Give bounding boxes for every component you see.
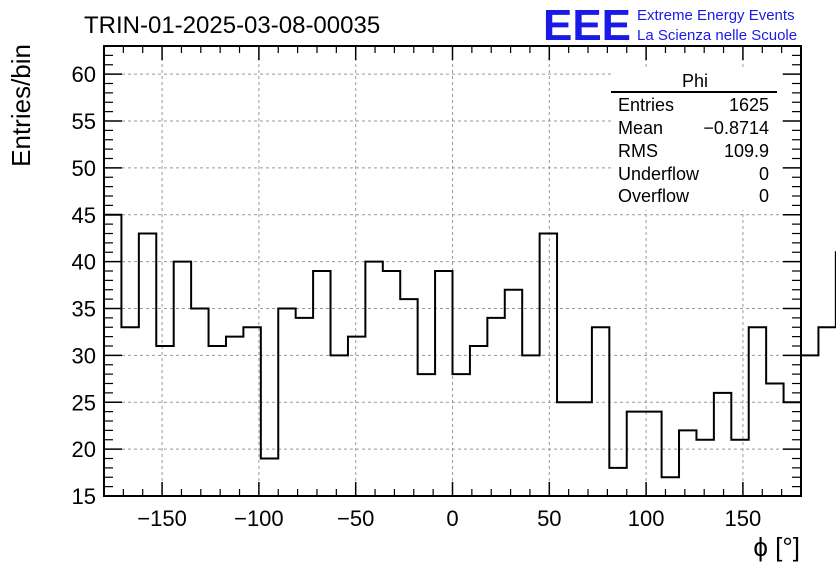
- x-tick-label: −150: [137, 506, 187, 531]
- y-tick-label: 35: [72, 297, 96, 322]
- x-tick-label: −100: [234, 506, 284, 531]
- stats-box: Phi Entries 1625 Mean −0.8714 RMS 109.9 …: [611, 70, 779, 210]
- x-tick-label: 150: [725, 506, 762, 531]
- stats-row-value: 1625: [729, 95, 769, 115]
- x-tick-labels: −150 −100 −50 0 50 100 150: [137, 506, 761, 531]
- x-tick-label: −50: [337, 506, 374, 531]
- stats-row-value: 0: [759, 164, 769, 184]
- stats-box-background: [611, 70, 779, 210]
- y-tick-label: 40: [72, 250, 96, 275]
- y-tick-label: 20: [72, 437, 96, 462]
- histogram-outline: [104, 213, 836, 479]
- y-tick-label: 25: [72, 390, 96, 415]
- y-axis-title: Entries/bin: [6, 44, 36, 167]
- stats-row-value: 109.9: [724, 141, 769, 161]
- logo-line-2: La Scienza nelle Scuole: [637, 27, 797, 44]
- stats-row-label: Mean: [618, 118, 663, 138]
- y-tick-label: 15: [72, 484, 96, 509]
- y-tick-label: 45: [72, 203, 96, 228]
- y-tick-label: 30: [72, 343, 96, 368]
- axis-ticks: [103, 45, 802, 497]
- y-tick-labels: 15 20 25 30 35 40 45 50 55 60: [72, 62, 96, 509]
- stats-row-value: −0.8714: [703, 118, 769, 138]
- stats-row-label: Underflow: [618, 164, 700, 184]
- logo-line-1: Extreme Energy Events: [637, 7, 795, 24]
- x-tick-label: 50: [537, 506, 561, 531]
- stats-row-value: 0: [759, 186, 769, 206]
- y-tick-label: 60: [72, 62, 96, 87]
- y-tick-label: 50: [72, 156, 96, 181]
- logo-mark: EEE: [543, 1, 631, 50]
- x-axis-title: ϕ [°]: [753, 532, 800, 562]
- eee-logo: EEE Extreme Energy Events La Scienza nel…: [543, 1, 797, 50]
- chart-title: TRIN-01-2025-03-08-00035: [84, 12, 380, 39]
- stats-box-title: Phi: [682, 71, 708, 91]
- x-tick-label: 100: [628, 506, 665, 531]
- stats-row-label: Entries: [618, 95, 674, 115]
- x-tick-label: 0: [446, 506, 458, 531]
- y-tick-label: 55: [72, 109, 96, 134]
- stats-row-label: RMS: [618, 141, 658, 161]
- stats-row-label: Overflow: [618, 186, 690, 206]
